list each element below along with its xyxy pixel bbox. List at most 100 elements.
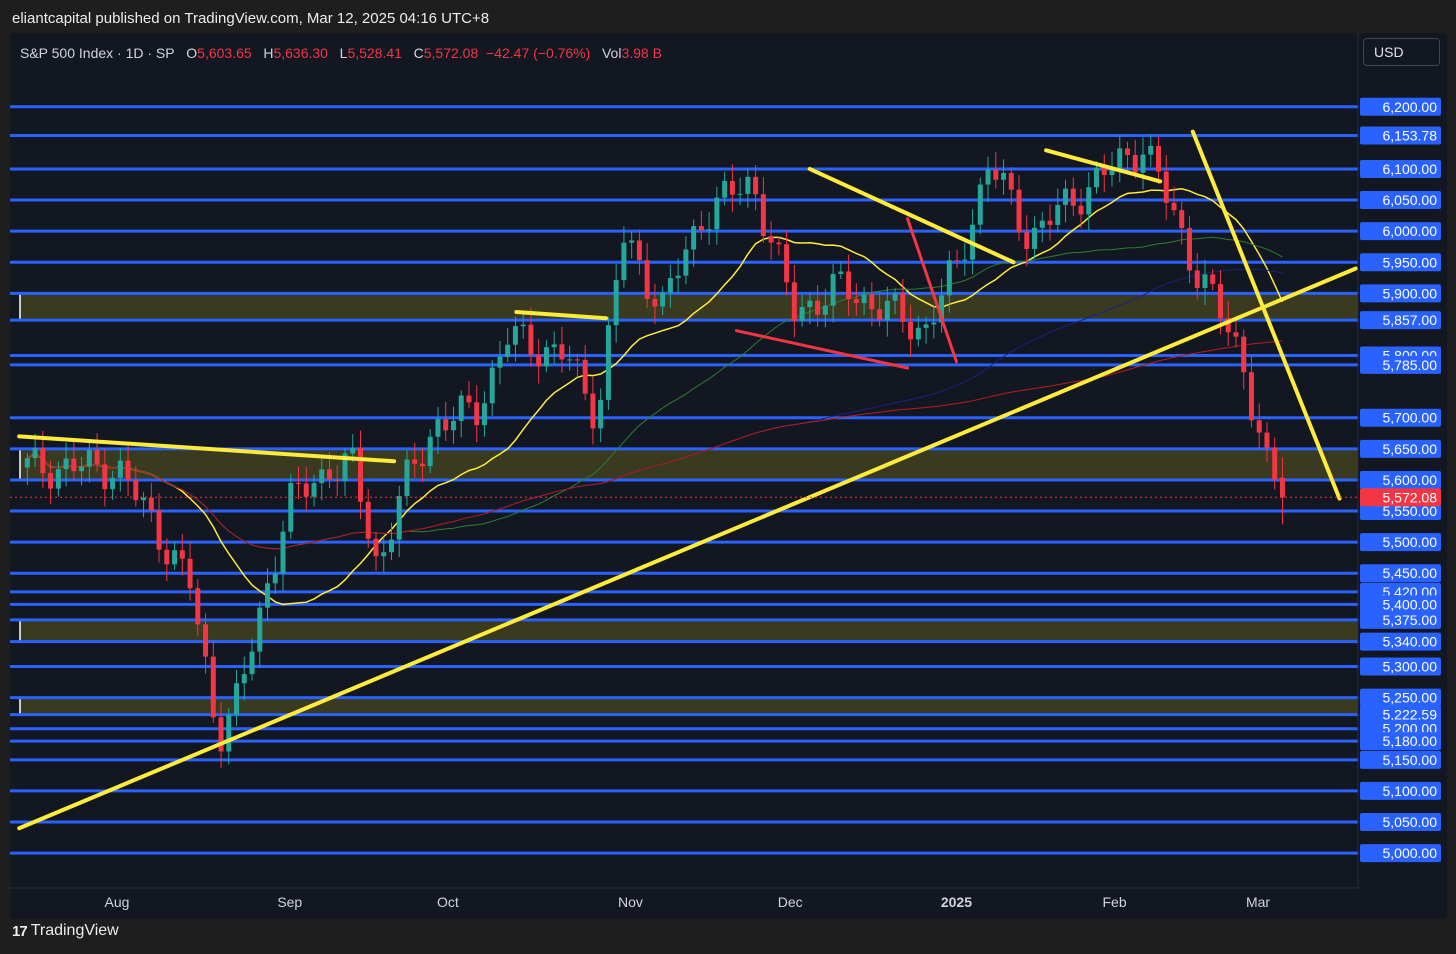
candle-body (1272, 447, 1278, 480)
candle-body (1109, 169, 1115, 176)
candle-body (489, 367, 495, 404)
price-label-bg-13 (1360, 502, 1441, 521)
candle-body (512, 326, 518, 345)
candle-body (830, 273, 836, 306)
candle-body (1210, 274, 1216, 284)
candle-body (296, 483, 302, 485)
candle-body (1148, 145, 1154, 155)
candle-body (722, 180, 728, 198)
candle-body (1070, 188, 1076, 206)
candle-body (179, 550, 185, 559)
candle-body (32, 448, 38, 459)
trendline-6 (734, 329, 910, 370)
candle-body (79, 466, 85, 472)
x-tick-label-5: 2025 (941, 894, 972, 910)
candle-body (745, 176, 751, 194)
candle-body (288, 483, 294, 532)
candle-body (1008, 172, 1014, 190)
candle-body (1117, 148, 1123, 170)
price-label-5: 5,950.00 (1383, 254, 1438, 270)
candle-body (303, 483, 309, 497)
candle-body (505, 344, 511, 357)
price-label-bg-26 (1360, 781, 1441, 800)
candle-body (195, 588, 201, 625)
price-label-bg-9 (1360, 355, 1441, 374)
price-label-bg-28 (1360, 844, 1441, 863)
candle-body (1124, 148, 1130, 155)
footer-brand[interactable]: 17 TradingView (12, 922, 119, 940)
candle-body (567, 359, 573, 361)
candle-body (698, 226, 704, 231)
candle-body (481, 403, 487, 426)
candle-body (977, 184, 983, 225)
candle-body (427, 436, 433, 467)
candle-body (1248, 372, 1254, 421)
candle-body (210, 656, 216, 718)
open-value: 5,603.65 (197, 45, 252, 61)
candle-body (365, 501, 371, 539)
candle-body (458, 395, 464, 421)
x-tick-label-0: Aug (105, 894, 130, 910)
candle-body (1256, 420, 1262, 433)
candle-body (334, 479, 340, 481)
candlestick-chart[interactable]: 6,200.00 6,153.78 6,100.00 6,050.00 6,000.00… (10, 33, 1447, 919)
candle-body (1163, 171, 1169, 203)
candle-body (350, 447, 356, 454)
candle-body (1241, 336, 1247, 373)
candle-body (55, 469, 61, 489)
candle-body (419, 463, 425, 467)
trendline-0 (17, 266, 1358, 831)
candle-body (1140, 154, 1146, 173)
candle-body (443, 419, 449, 431)
candle-body (667, 278, 673, 293)
currency-button[interactable]: USD (1363, 38, 1440, 66)
last-price-label-bg (1360, 488, 1441, 507)
price-label-1: 6,153.78 (1383, 128, 1438, 144)
price-label-bg-6 (1360, 284, 1441, 303)
last-price-label: 5,572.08 (1383, 489, 1438, 505)
candle-body (396, 496, 402, 540)
candle-body (117, 460, 123, 478)
candle-body (249, 651, 255, 675)
candle-body (1217, 283, 1223, 319)
candle-body (598, 399, 604, 429)
price-label-12: 5,600.00 (1383, 472, 1438, 488)
candle-body (148, 497, 154, 511)
candle-body (218, 717, 224, 752)
price-label-bg-5 (1360, 253, 1441, 272)
ma-200-line (27, 340, 1283, 550)
candles-group (24, 135, 1285, 769)
candle-body (915, 327, 921, 340)
close-value: 5,572.08 (423, 45, 479, 61)
candle-body (1039, 220, 1045, 228)
candle-body (1233, 332, 1239, 337)
candle-body (760, 194, 766, 236)
price-label-0: 6,200.00 (1383, 99, 1438, 115)
candle-body (613, 280, 619, 326)
candle-body (939, 295, 945, 323)
candle-body (962, 259, 968, 261)
candle-body (172, 550, 178, 565)
price-label-bg-11 (1360, 439, 1441, 458)
x-tick-label-6: Feb (1102, 894, 1126, 910)
change-value: −42.47 (−0.76%) (486, 45, 591, 61)
candle-body (141, 497, 147, 501)
price-label-26: 5,100.00 (1383, 783, 1438, 799)
candle-body (892, 293, 898, 301)
price-label-25: 5,150.00 (1383, 752, 1438, 768)
price-label-bg-0 (1360, 97, 1441, 116)
candle-body (543, 347, 549, 367)
price-label-bg-4 (1360, 222, 1441, 241)
candle-body (272, 573, 278, 584)
candle-body (474, 402, 480, 426)
candle-body (1194, 270, 1200, 288)
candle-body (257, 607, 263, 652)
candle-body (412, 459, 418, 464)
price-label-bg-2 (1360, 159, 1441, 178)
candle-body (1171, 202, 1177, 211)
price-label-bg-20 (1360, 657, 1441, 676)
candle-body (954, 260, 960, 262)
high-label: H (263, 45, 274, 61)
candle-body (559, 344, 565, 360)
price-label-2: 6,100.00 (1383, 161, 1438, 177)
